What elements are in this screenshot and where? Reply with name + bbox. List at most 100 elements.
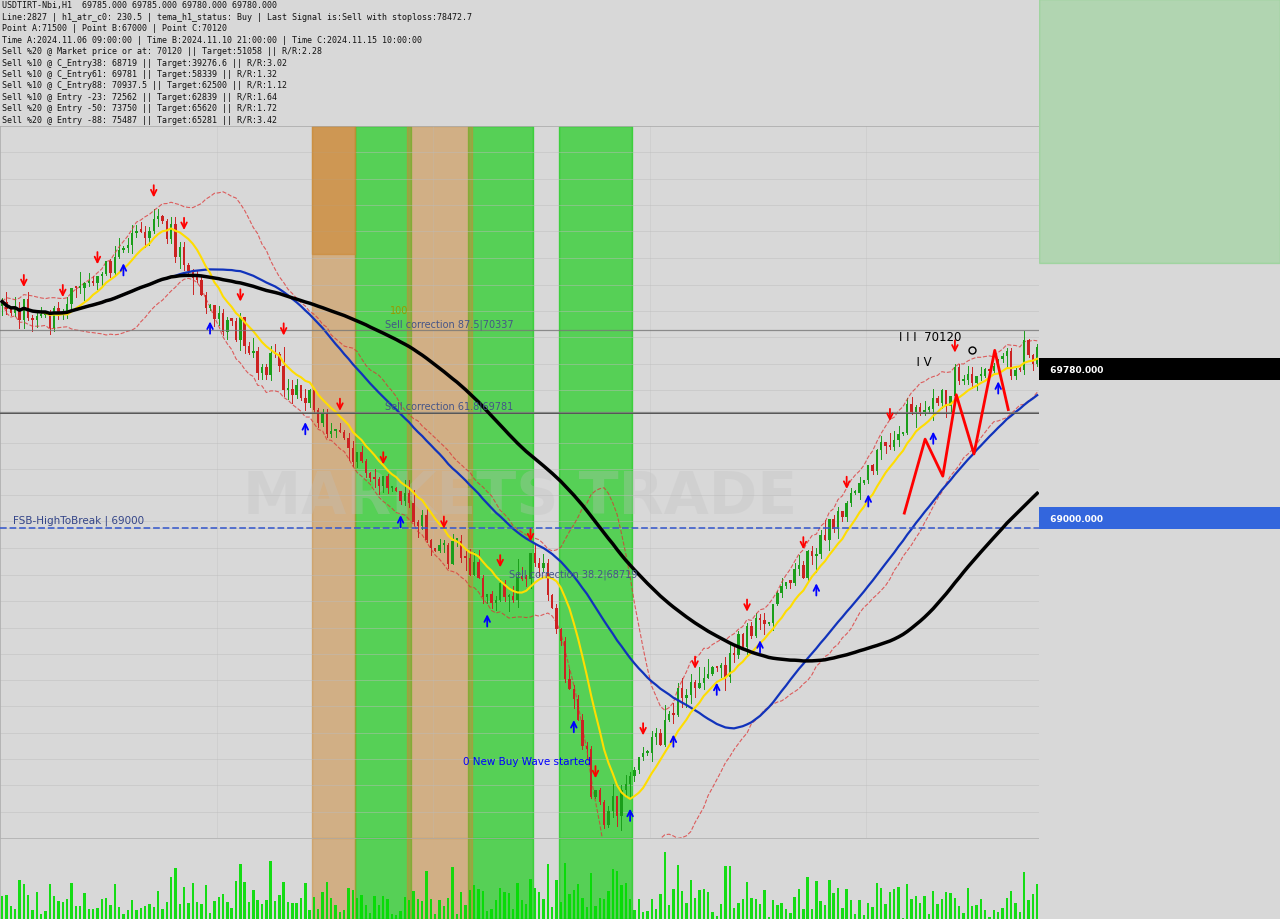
Bar	[70, 289, 73, 304]
Bar	[979, 374, 982, 377]
Bar	[863, 481, 865, 484]
Bar	[87, 281, 90, 284]
Bar	[616, 797, 618, 817]
Bar	[963, 380, 965, 382]
Bar	[114, 884, 116, 919]
Bar	[564, 641, 566, 679]
Bar	[672, 890, 675, 919]
Bar	[846, 504, 847, 517]
Bar	[467, 127, 532, 838]
Bar	[547, 864, 549, 919]
Bar	[603, 802, 605, 825]
Bar	[143, 906, 146, 919]
Bar	[74, 287, 77, 289]
Bar	[14, 308, 17, 313]
Bar	[559, 629, 562, 641]
Bar	[407, 838, 472, 919]
Bar	[447, 898, 449, 919]
Bar	[287, 389, 289, 391]
Bar	[460, 892, 462, 919]
Bar	[312, 391, 315, 411]
Bar	[876, 450, 878, 471]
Bar	[984, 910, 987, 919]
Bar	[152, 220, 155, 233]
Bar	[174, 225, 177, 257]
Bar	[399, 911, 402, 919]
Bar	[728, 652, 731, 677]
Bar	[703, 678, 705, 683]
Bar	[214, 902, 215, 919]
Bar	[136, 911, 138, 919]
Bar	[625, 784, 627, 790]
Bar	[599, 790, 602, 802]
Bar	[590, 873, 593, 919]
Text: 69780.000: 69780.000	[1044, 366, 1103, 374]
Bar	[768, 917, 769, 919]
Text: Sell correction 87.5|70337: Sell correction 87.5|70337	[384, 319, 513, 330]
Bar	[283, 882, 285, 919]
Bar	[954, 898, 956, 919]
Bar	[443, 906, 445, 919]
Bar	[1036, 348, 1038, 364]
Bar	[586, 907, 588, 919]
Bar	[412, 891, 415, 919]
Bar	[785, 909, 787, 919]
Bar	[859, 484, 861, 494]
Bar	[490, 909, 493, 919]
Bar	[499, 888, 502, 919]
Bar	[494, 900, 497, 919]
Bar	[230, 908, 233, 919]
Bar	[603, 899, 605, 919]
Bar	[1028, 341, 1029, 356]
Bar	[672, 713, 675, 715]
Bar	[334, 905, 337, 919]
Bar	[881, 443, 882, 450]
Bar	[140, 230, 142, 233]
Bar	[607, 811, 609, 825]
Bar	[703, 889, 705, 919]
Bar	[45, 313, 46, 316]
Bar	[443, 543, 445, 546]
Bar	[274, 902, 276, 919]
Bar	[988, 369, 991, 371]
Bar	[312, 897, 315, 919]
Bar	[122, 913, 124, 919]
Bar	[837, 888, 840, 919]
Bar	[550, 596, 553, 607]
Bar	[712, 912, 713, 919]
Bar	[321, 892, 324, 919]
Bar	[417, 900, 419, 919]
Bar	[564, 863, 566, 919]
Bar	[109, 905, 111, 919]
Bar	[352, 448, 355, 462]
Bar	[387, 899, 389, 919]
Bar	[248, 347, 250, 354]
Bar	[781, 903, 783, 919]
Bar	[352, 890, 355, 919]
Bar	[221, 894, 224, 919]
Bar	[474, 562, 475, 575]
Bar	[200, 904, 202, 919]
Bar	[1014, 902, 1016, 919]
Bar	[18, 308, 20, 321]
Bar	[1019, 369, 1021, 370]
Bar	[681, 688, 684, 698]
Bar	[1019, 912, 1021, 919]
Bar	[387, 477, 389, 489]
Bar	[724, 665, 727, 677]
Bar	[1001, 909, 1004, 919]
Bar	[724, 866, 727, 919]
Bar	[218, 897, 220, 919]
Bar	[339, 913, 342, 919]
Bar	[1001, 357, 1004, 360]
Bar	[737, 903, 740, 919]
Bar	[832, 892, 835, 919]
Bar	[819, 536, 822, 554]
Bar	[854, 914, 856, 919]
Bar	[157, 217, 159, 220]
Bar	[438, 901, 440, 919]
Bar	[698, 683, 700, 688]
Bar	[810, 552, 813, 557]
Bar	[966, 375, 969, 380]
Bar	[36, 317, 38, 321]
